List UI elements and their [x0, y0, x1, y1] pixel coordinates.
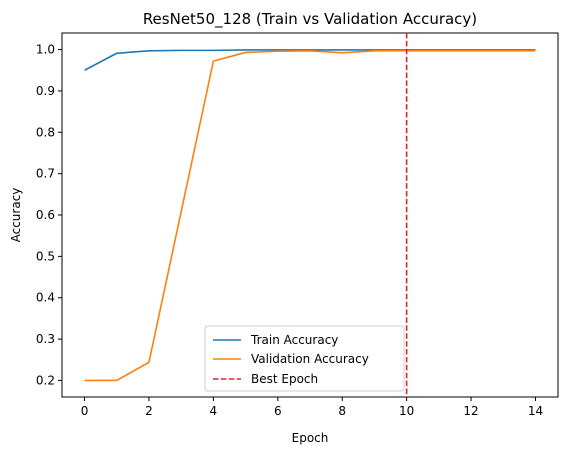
- x-tick-label: 10: [399, 404, 414, 418]
- legend-label-train: Train Accuracy: [250, 333, 338, 347]
- series-layer: [84, 49, 536, 382]
- x-tick-label: 8: [338, 404, 346, 418]
- x-tick-label: 0: [81, 404, 89, 418]
- legend-box: [204, 325, 405, 392]
- x-axis: 0 2 4 6 8 10 12 14: [81, 397, 543, 418]
- chart-title: ResNet50_128 (Train vs Validation Accura…: [143, 10, 477, 29]
- y-tick-label: 0.8: [36, 125, 55, 139]
- x-tick-label: 14: [528, 404, 543, 418]
- y-axis-label: Accuracy: [9, 188, 23, 243]
- y-tick-label: 0.7: [36, 167, 55, 181]
- y-axis: 0.2 0.3 0.4 0.5 0.6 0.7 0.8 0.9 1.0: [36, 43, 62, 387]
- x-tick-label: 12: [463, 404, 478, 418]
- x-tick-label: 2: [145, 404, 153, 418]
- series-line-train: [84, 49, 536, 71]
- legend: Train Accuracy Validation Accuracy Best …: [204, 325, 405, 392]
- y-tick-label: 0.5: [36, 249, 55, 263]
- y-tick-label: 0.3: [36, 332, 55, 346]
- x-axis-label: Epoch: [292, 431, 329, 445]
- series-line-validation: [84, 49, 536, 382]
- x-tick-label: 4: [210, 404, 218, 418]
- x-tick-label: 6: [274, 404, 282, 418]
- legend-label-validation: Validation Accuracy: [251, 352, 369, 366]
- y-tick-label: 1.0: [36, 43, 55, 57]
- y-tick-label: 0.9: [36, 84, 55, 98]
- legend-label-best-epoch: Best Epoch: [251, 372, 318, 386]
- y-tick-label: 0.4: [36, 291, 55, 305]
- y-tick-label: 0.6: [36, 208, 55, 222]
- y-tick-label: 0.2: [36, 373, 55, 387]
